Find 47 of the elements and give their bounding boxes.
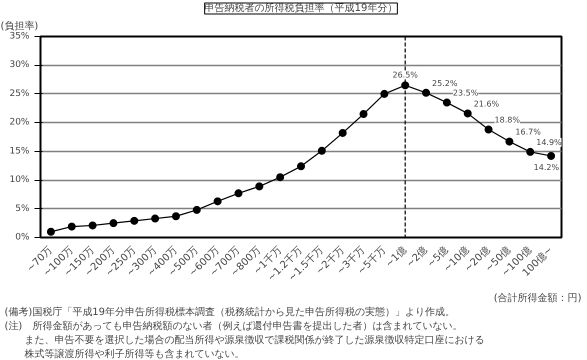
- y-tick-label: 10%: [9, 175, 30, 186]
- point: [297, 162, 305, 170]
- point: [46, 228, 55, 236]
- point: [505, 138, 514, 146]
- point: [422, 88, 430, 97]
- point: [484, 126, 493, 134]
- point: [464, 109, 472, 118]
- point: [68, 222, 76, 231]
- text: 株式等譲渡所得や利子所得等も含まれていない。: [4, 348, 244, 360]
- data-label: 23.5%: [452, 88, 479, 98]
- data-label: 16.7%: [515, 128, 542, 137]
- point: [338, 128, 347, 137]
- point: [192, 206, 201, 214]
- point: [88, 221, 97, 230]
- point: [172, 212, 180, 220]
- point: [151, 214, 160, 223]
- text: (注) 所得金額があっても申告納税額のない者（例えば還付申告書を提出した者）は含まれていない。: [4, 320, 462, 332]
- point: [214, 197, 222, 206]
- y-tick-label: 35%: [9, 32, 30, 42]
- data-label: 14.9%: [536, 138, 562, 147]
- y-tick-label: 25%: [9, 88, 30, 99]
- point: [547, 152, 556, 160]
- y-tick-label: 0%: [15, 232, 30, 242]
- text: (備考)国税庁「平成19年分申告所得税標本調査（税務統計から見た申告所得税の実態）」より作成。: [4, 306, 456, 318]
- point: [255, 182, 264, 190]
- point: [276, 173, 284, 182]
- point: [234, 189, 242, 198]
- y-tick-label: 15%: [9, 146, 30, 156]
- y-tick-label: 5%: [15, 204, 30, 214]
- point: [360, 110, 368, 118]
- data-label: 25.2%: [432, 78, 458, 88]
- point: [130, 216, 138, 225]
- data-label: 26.5%: [392, 70, 418, 80]
- y-axis-title: (負担率): [0, 20, 38, 32]
- data-label: 21.6%: [474, 99, 500, 108]
- x-axis-title: (合計所得金額：円): [494, 292, 582, 304]
- data-label: 18.8%: [494, 116, 520, 125]
- data-label: 14.2%: [534, 162, 560, 172]
- point: [318, 146, 326, 155]
- y-tick-label: 30%: [9, 60, 30, 70]
- point: [526, 148, 534, 156]
- text: また、申告不要を選択した場合の配当所得や源泉徴収で課税関係が終了した源泉徴収特定口座における: [4, 334, 484, 346]
- chart-title: 申告納税者の所得税負担率（平成19年分）: [204, 2, 398, 14]
- point: [380, 90, 388, 98]
- point: [109, 219, 118, 228]
- point: [442, 98, 451, 107]
- y-tick-label: 20%: [9, 118, 30, 128]
